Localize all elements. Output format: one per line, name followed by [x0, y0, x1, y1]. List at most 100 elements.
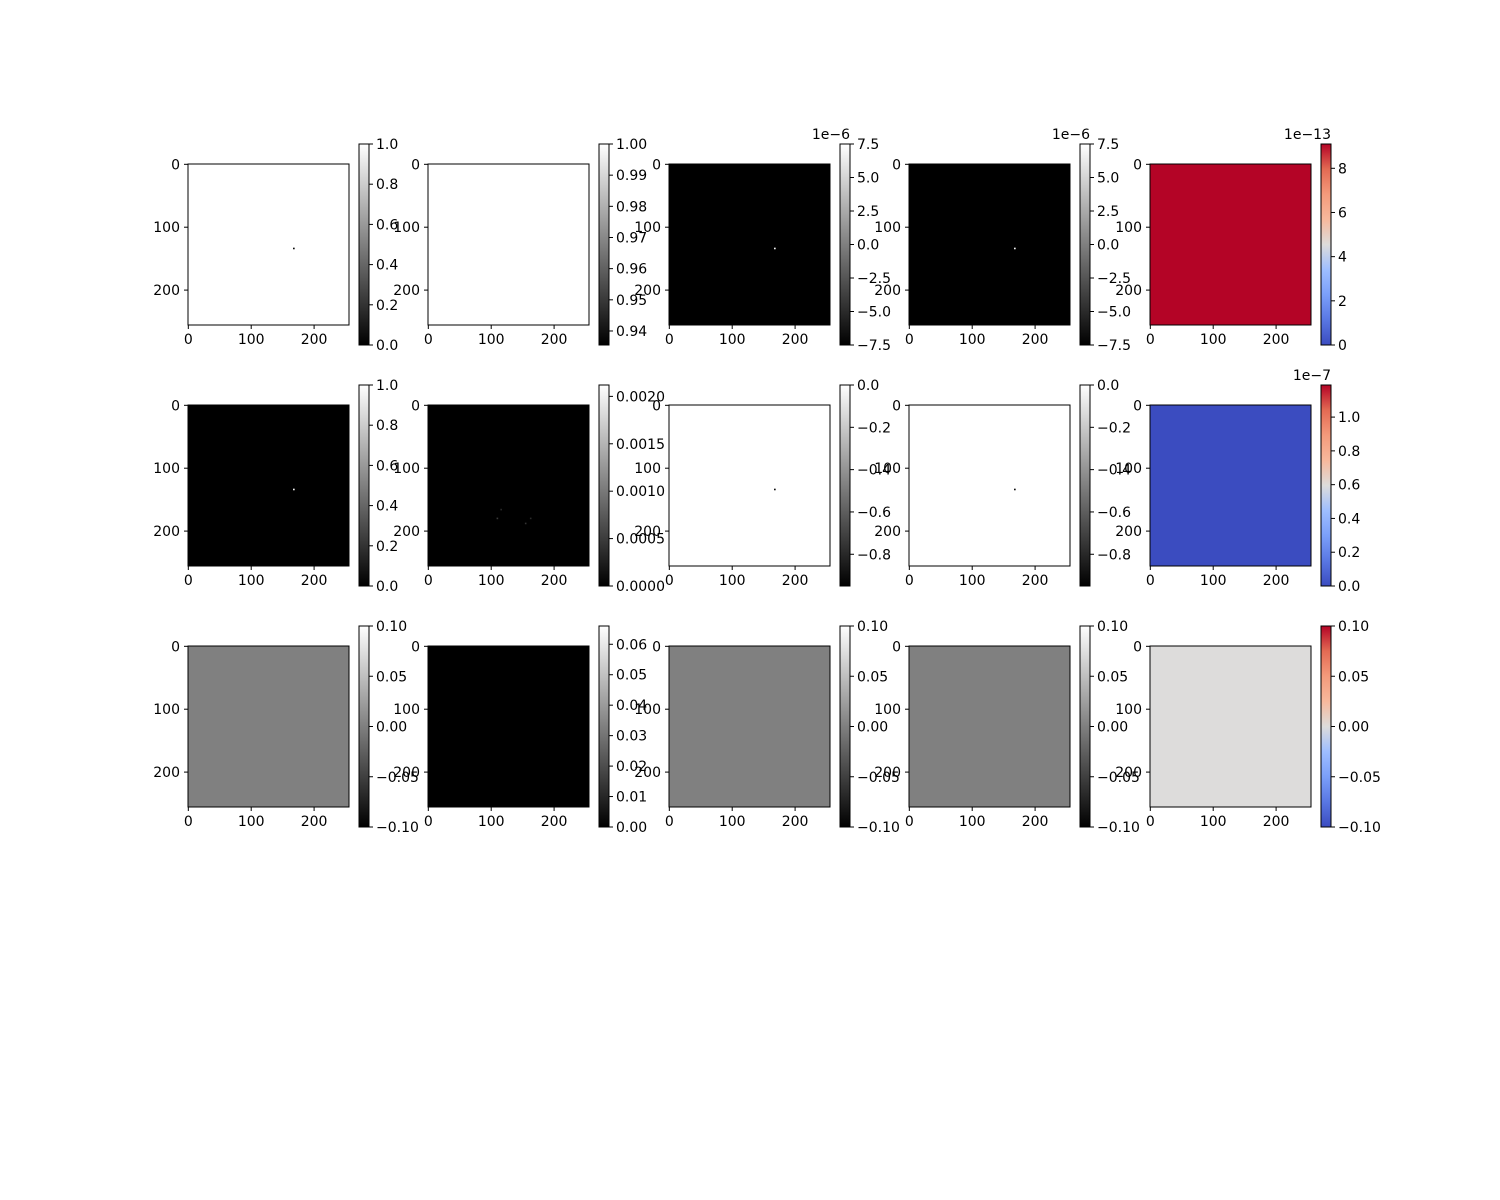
colorbar-tick-label: −0.2	[1097, 420, 1131, 436]
colorbar-tick-label: 0.6	[376, 458, 398, 474]
colorbar	[839, 384, 851, 587]
colorbar-tick-label: 5.0	[1097, 171, 1119, 187]
colorbar-tick-label: −0.4	[857, 463, 891, 479]
heatmap-image	[188, 646, 349, 807]
subplot-13: 0 100 200 0 100 200 −0.10 −0.05 0.00 0.05 0.10	[634, 619, 900, 836]
axes-frame	[187, 163, 350, 326]
subplot-5: 0 100 200 0 100 200 0 2 4 6 8 1e−13	[1115, 127, 1347, 354]
colorbar-tick-label: 0.0	[857, 238, 879, 254]
x-tick-label: 200	[301, 332, 328, 348]
y-tick-label: 200	[1115, 524, 1142, 540]
colorbar-tick-label: 0.8	[376, 418, 398, 434]
x-tick-label: 200	[1022, 814, 1049, 830]
colorbar-tick-label: 0.05	[857, 669, 888, 685]
axes-frame	[1149, 163, 1312, 326]
subplot-7: 0 100 200 0 100 200 0.0000 0.0005 0.0010 0.0015 0.…	[393, 384, 665, 595]
x-tick-label: 200	[301, 573, 328, 589]
y-tick-label: 0	[1133, 398, 1142, 414]
x-tick-label: 100	[719, 573, 746, 589]
y-tick-label: 100	[1115, 220, 1142, 236]
colorbar-tick-label: 0.2	[376, 539, 398, 555]
subplot-1: 0 100 200 0 100 200 0.0 0.2 0.4 0.6 0.8 1.0	[153, 137, 398, 354]
y-tick-label: 0	[652, 398, 661, 414]
colorbar-tick-label: 0.2	[376, 298, 398, 314]
colorbar-tick-label: 2.5	[857, 204, 879, 220]
y-tick-label: 0	[652, 639, 661, 655]
colorbar-tick-label: 0.0015	[616, 437, 665, 453]
axes-frame	[908, 163, 1071, 326]
colorbar-tick-label: 1.0	[376, 137, 398, 153]
colorbar-tick-label: −0.05	[376, 770, 419, 786]
colorbar-tick-label: −0.05	[1097, 770, 1140, 786]
heatmap-image	[1150, 646, 1311, 807]
x-tick-label: 100	[959, 332, 986, 348]
colorbar-tick-label: 0.00	[616, 820, 647, 836]
x-tick-label: 100	[1200, 573, 1227, 589]
y-tick-label: 100	[634, 220, 661, 236]
colorbar-tick-label: −2.5	[857, 271, 891, 287]
subplot-6: 0 100 200 0 100 200 0.0 0.2 0.4 0.6 0.8 1.0	[153, 378, 398, 595]
y-tick-label: 100	[153, 461, 180, 477]
colorbar-tick-label: 0	[1338, 338, 1347, 354]
y-tick-label: 100	[393, 461, 420, 477]
colorbar-tick-label: 1.00	[616, 137, 647, 153]
colorbar-tick-label: 0.05	[376, 669, 407, 685]
colorbar-tick-label: −0.8	[857, 547, 891, 563]
colorbar-tick-label: 5.0	[857, 171, 879, 187]
x-tick-label: 0	[424, 814, 433, 830]
colorbar-tick-label: 0.4	[376, 258, 398, 274]
y-tick-label: 100	[153, 220, 180, 236]
x-tick-label: 100	[1200, 332, 1227, 348]
x-tick-label: 0	[184, 332, 193, 348]
x-tick-label: 0	[424, 332, 433, 348]
heatmap-image	[188, 405, 349, 566]
subplot-11: 0 100 200 0 100 200 −0.10 −0.05 0.00 0.05 0.10	[153, 619, 419, 836]
colorbar-tick-label: 0.04	[616, 698, 647, 714]
colorbar-tick-label: 0.10	[857, 619, 888, 635]
colorbar-tick-label: −5.0	[1097, 305, 1131, 321]
colorbar	[1079, 384, 1091, 587]
axes-frame	[668, 404, 831, 567]
x-tick-label: 200	[782, 573, 809, 589]
colorbar-tick-label: 0.0	[1097, 238, 1119, 254]
x-tick-label: 200	[782, 814, 809, 830]
x-tick-label: 100	[959, 573, 986, 589]
heatmap-image	[909, 646, 1070, 807]
colorbar-tick-label: 0.94	[616, 324, 647, 340]
y-tick-label: 0	[1133, 639, 1142, 655]
colorbar-tick-label: 0.00	[1097, 720, 1128, 736]
colorbar-tick-label: 0.06	[616, 637, 647, 653]
colorbar-tick-label: 0.10	[376, 619, 407, 635]
colorbar-tick-label: 7.5	[1097, 137, 1119, 153]
colorbar	[358, 625, 370, 828]
x-tick-label: 0	[905, 332, 914, 348]
colorbar-tick-label: 0.00	[1338, 720, 1369, 736]
y-tick-label: 0	[171, 157, 180, 173]
y-tick-label: 200	[634, 765, 661, 781]
subplot-14: 0 100 200 0 100 200 −0.10 −0.05 0.00 0.05 0.10	[874, 619, 1140, 836]
x-tick-label: 0	[184, 814, 193, 830]
heatmap-image	[428, 405, 589, 566]
data-speck	[529, 517, 532, 520]
data-speck	[1014, 488, 1016, 491]
subplot-8: 0 100 200 0 100 200 −0.8 −0.6 −0.4 −0.2 0.0	[634, 378, 891, 589]
colorbar-tick-label: −0.8	[1097, 547, 1131, 563]
subplot-2: 0 100 200 0 100 200 0.94 0.95 0.96 0.97 0.98 0.99 1.…	[393, 137, 647, 348]
axes-frame	[668, 163, 831, 326]
colorbar-tick-label: −7.5	[1097, 338, 1131, 354]
x-tick-label: 200	[301, 814, 328, 830]
x-tick-label: 200	[1263, 573, 1290, 589]
colorbar	[1320, 625, 1332, 828]
x-tick-label: 200	[541, 573, 568, 589]
x-tick-label: 200	[1022, 332, 1049, 348]
subplot-10: 0 100 200 0 100 200 0.0 0.2 0.4 0.6 0.8 1.0 1e−7	[1115, 368, 1360, 595]
colorbar-tick-label: 0.2	[1338, 545, 1360, 561]
colorbar-tick-label: 0.02	[616, 759, 647, 775]
colorbar-tick-label: 0.97	[616, 230, 647, 246]
x-tick-label: 200	[782, 332, 809, 348]
data-speck	[524, 522, 527, 525]
colorbar-tick-label: 1.0	[1338, 410, 1360, 426]
x-tick-label: 100	[238, 332, 265, 348]
colorbar-tick-label: −0.05	[1338, 770, 1381, 786]
